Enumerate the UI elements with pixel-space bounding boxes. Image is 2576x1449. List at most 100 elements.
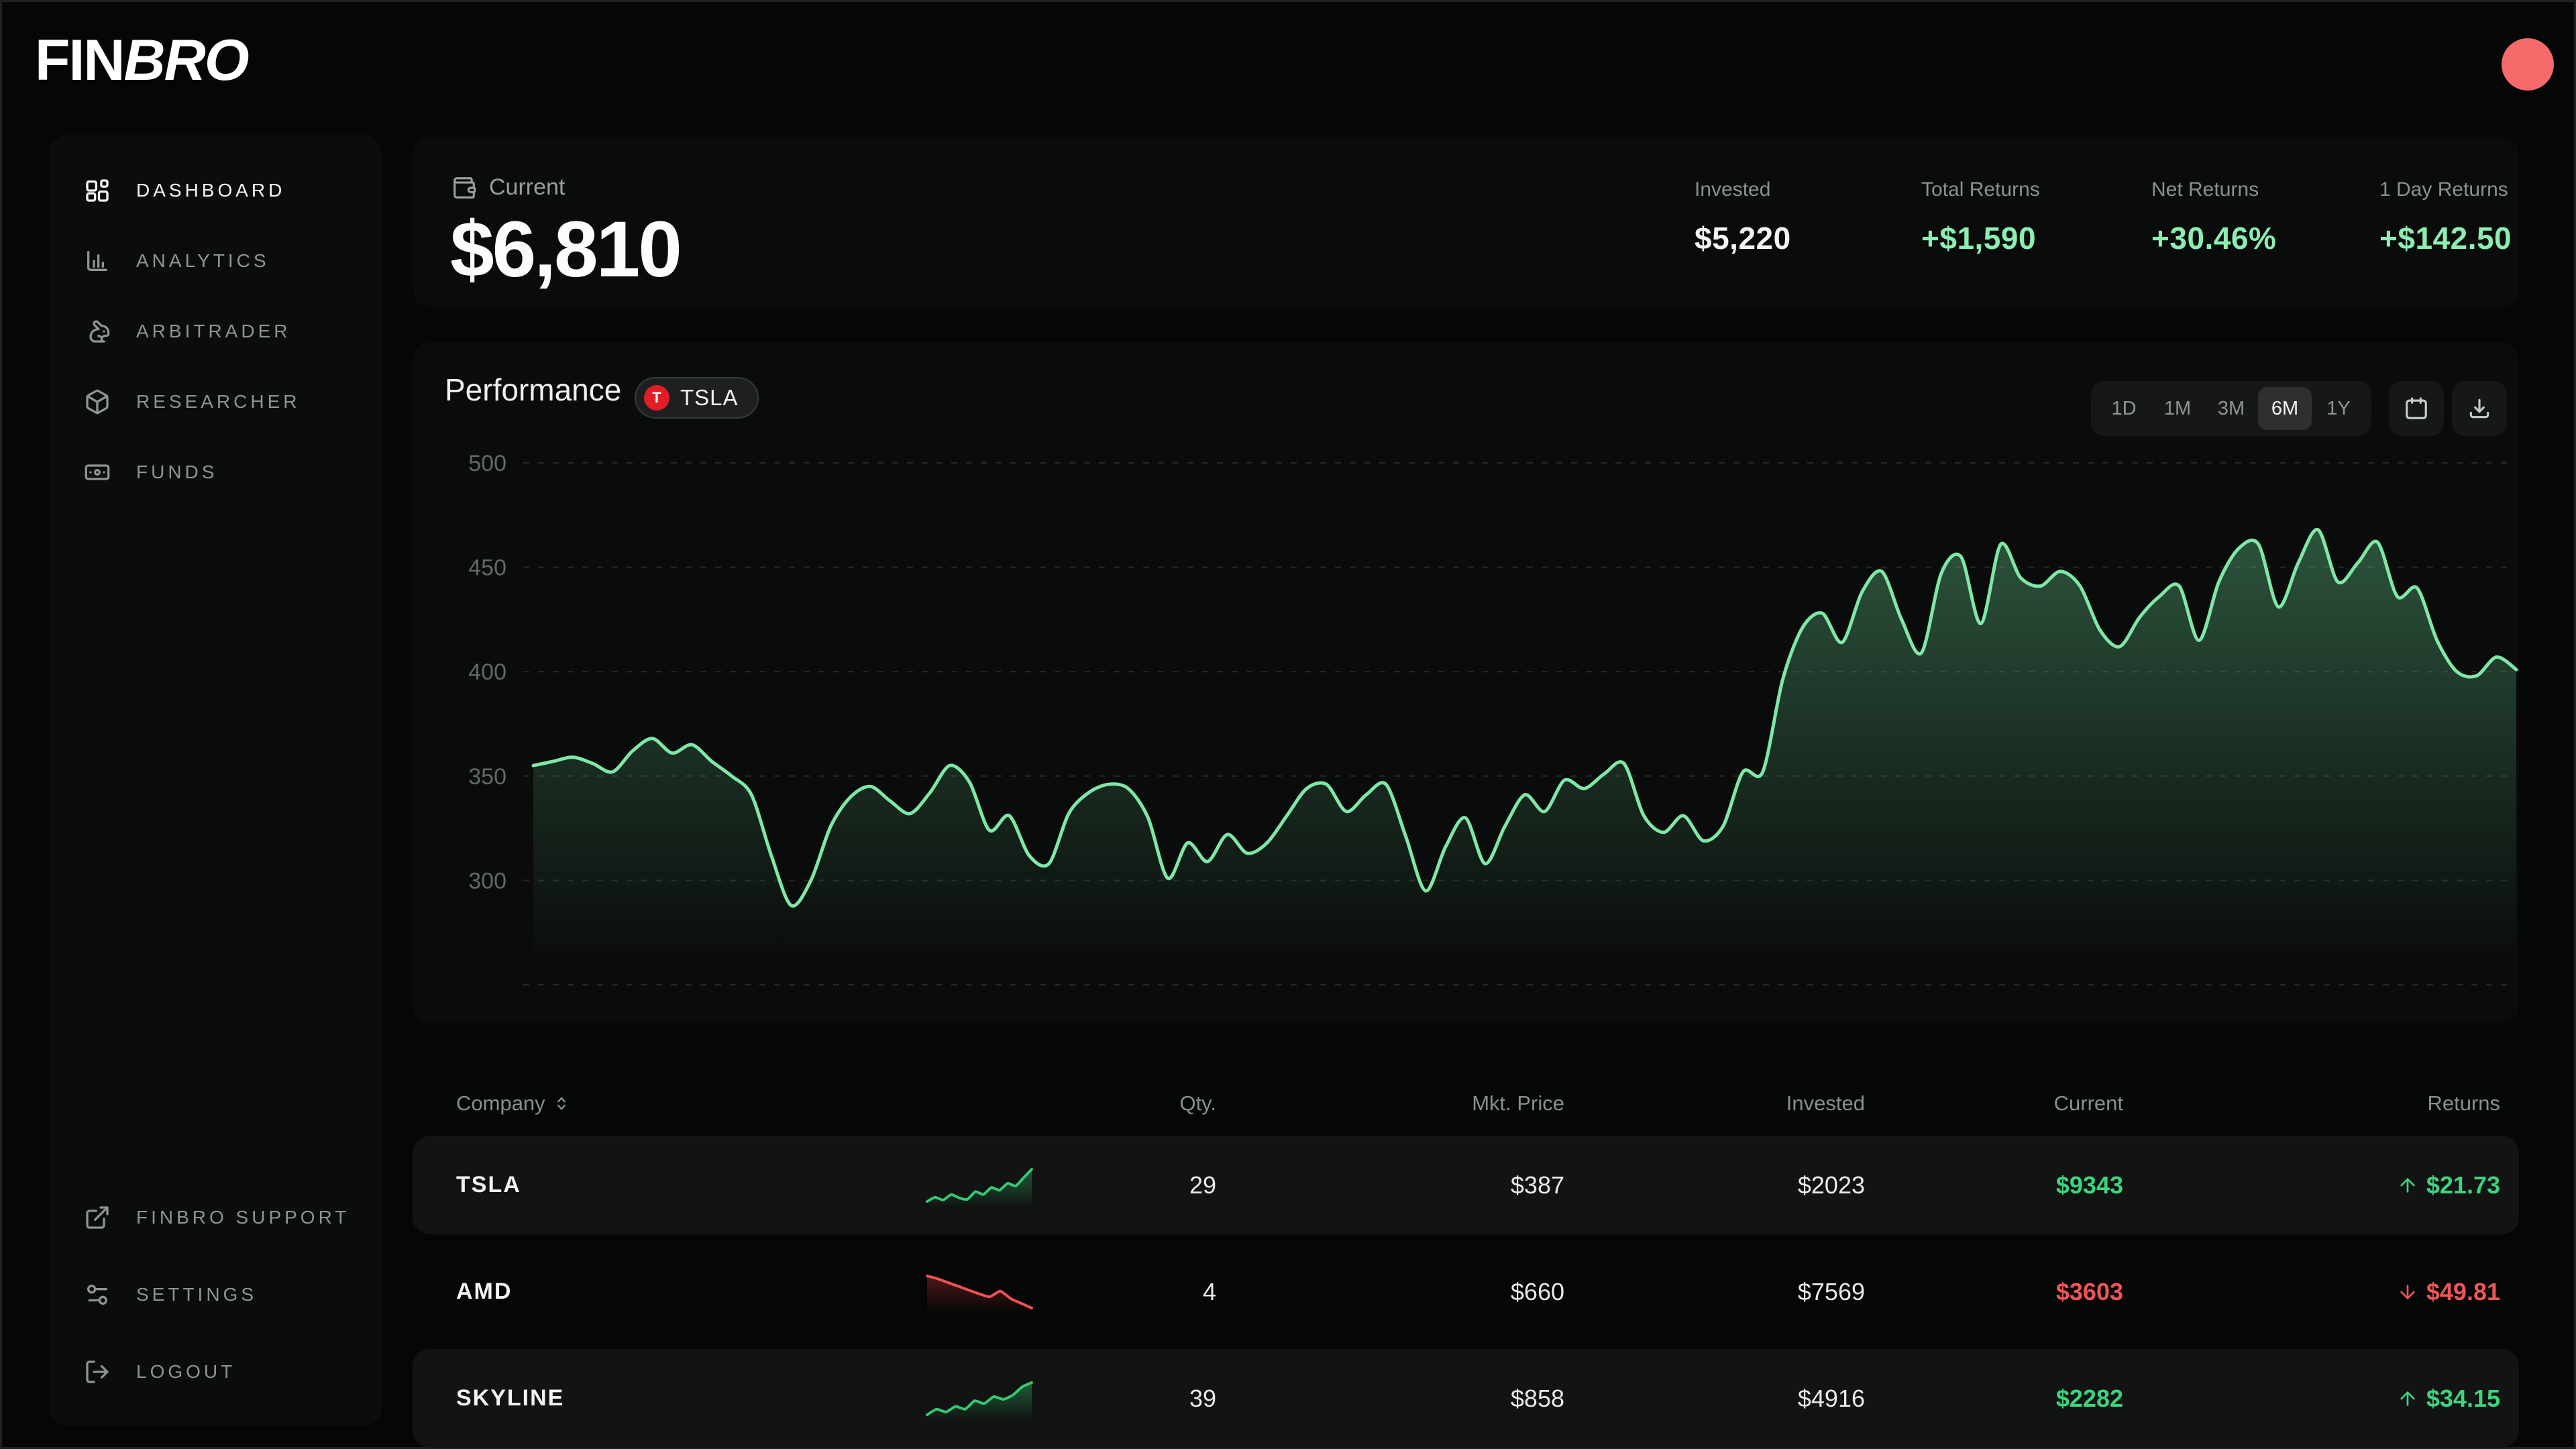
sort-icon [557,1097,566,1110]
stat-label: Invested [1695,178,1771,201]
stat-label: 1 Day Returns [2379,178,2508,201]
stat-net-returns: Net Returns +30.46% [2151,178,2276,256]
returns-value: $49.81 [2426,1277,2500,1305]
current-label: Current [489,174,566,200]
download-icon [2469,398,2489,419]
invested-cell: $7569 [1797,1277,1865,1305]
current-balance-value: $6,810 [450,205,682,294]
performance-title: Performance [445,372,622,407]
sidebar-item-label: DASHBOARD [136,179,286,201]
sidebar-item-label: RESEARCHER [136,390,301,412]
wallet-icon [453,176,476,199]
svg-text:300: 300 [468,868,506,894]
time-range-selector: 1D 1M 3M 6M 1Y [2091,381,2371,436]
logout-icon [86,1360,109,1383]
arrow-up-icon [2400,1391,2415,1406]
sidebar-item-arbitrader[interactable]: ARBITRADER [49,296,382,366]
performance-area-chart: 500 450 400 350 300 [468,451,2518,1021]
stat-value: $5,220 [1695,221,1791,256]
performance-card: Performance T TSLA 1D 1M 3M 6M 1Y 500 450… [413,342,2519,1023]
column-header-returns: Returns [2427,1091,2500,1115]
company-header-label: Company [456,1091,545,1115]
sidebar-item-label: FINBRO SUPPORT [136,1206,350,1228]
company-name: SKYLINE [456,1385,565,1411]
sparkline-tsla [922,1164,1037,1207]
banknote-icon [85,464,110,480]
current-cell: $3603 [2055,1277,2123,1305]
column-header-mkt-price: Mkt. Price [1472,1091,1564,1115]
external-link-icon [86,1205,109,1229]
sidebar-item-funds[interactable]: FUNDS [49,437,382,507]
current-cell: $9343 [2055,1171,2123,1199]
sidebar-item-label: SETTINGS [136,1283,258,1305]
qty-cell: 29 [1189,1171,1216,1199]
sidebar-item-label: ARBITRADER [136,320,291,341]
range-1y[interactable]: 1Y [2326,397,2351,419]
download-button[interactable] [2452,381,2507,436]
ticker-badge-tsla[interactable]: T TSLA [635,377,759,419]
sparkline-skyline [922,1377,1037,1420]
sidebar: DASHBOARD ANALYTICS ARBITRADER RESEARCHE… [49,135,382,1426]
range-1m[interactable]: 1M [2163,397,2192,419]
arrow-down-icon [2400,1284,2415,1299]
range-1d[interactable]: 1D [2111,397,2137,419]
rabbit-icon [89,319,110,343]
stat-value: +$1,590 [1921,221,2037,256]
calendar-icon [2406,397,2427,419]
sliders-icon [87,1284,107,1305]
finbro-logo: FINBRO [35,28,250,94]
mkt-price-cell: $660 [1510,1277,1564,1305]
table-row-tsla[interactable]: TSLA 29 $387 $2023 $9343 $21.73 [413,1136,2519,1234]
company-name: AMD [456,1279,513,1304]
sidebar-item-label: ANALYTICS [136,250,270,271]
column-header-qty: Qty. [1179,1091,1216,1115]
sidebar-item-finbro-support[interactable]: FINBRO SUPPORT [49,1179,382,1256]
svg-text:450: 450 [468,555,506,581]
invested-cell: $2023 [1797,1171,1865,1199]
sidebar-item-settings[interactable]: SETTINGS [49,1256,382,1333]
calendar-button[interactable] [2389,381,2444,436]
table-row-skyline[interactable]: SKYLINE 39 $858 $4916 $2282 $34.15 [413,1349,2519,1448]
qty-cell: 4 [1202,1277,1216,1305]
sidebar-item-label: FUNDS [136,461,218,482]
stat-label: Total Returns [1921,178,2040,201]
stat-1-day-returns: 1 Day Returns +$142.50 [2379,178,2512,256]
summary-card: Current $6,810 Invested $5,220 Total Ret… [413,137,2519,307]
stat-value: +30.46% [2151,221,2277,256]
column-header-company[interactable]: Company [456,1091,922,1116]
sidebar-item-analytics[interactable]: ANALYTICS [49,225,382,296]
svg-text:350: 350 [468,764,506,790]
column-header-current: Current [2053,1091,2123,1115]
arrow-up-icon [2400,1177,2415,1193]
sidebar-item-dashboard[interactable]: DASHBOARD [49,155,382,225]
returns-cell: $21.73 [2123,1171,2500,1199]
ticker-symbol: TSLA [680,385,739,410]
table-header: Company Qty. Mkt. Price Invested Current… [413,1074,2519,1133]
returns-cell: $34.15 [2123,1385,2500,1413]
avatar[interactable] [2502,38,2554,91]
table-row-amd[interactable]: AMD 4 $660 $7569 $3603 $49.81 [413,1242,2519,1341]
range-6m[interactable]: 6M [2258,387,2312,430]
tsla-logo-icon: T [644,385,669,411]
sidebar-item-label: LOGOUT [136,1360,236,1382]
range-3m[interactable]: 3M [2217,397,2245,419]
sidebar-nav: DASHBOARD ANALYTICS ARBITRADER RESEARCHE… [49,155,382,507]
bar-chart-icon [87,250,107,271]
current-cell: $2282 [2055,1384,2123,1412]
column-header-invested: Invested [1786,1091,1865,1115]
stat-value: +$142.50 [2379,221,2512,256]
mkt-price-cell: $387 [1510,1171,1564,1199]
returns-cell: $49.81 [2123,1278,2500,1306]
company-name: TSLA [456,1172,521,1197]
qty-cell: 39 [1189,1384,1216,1412]
stat-label: Net Returns [2151,178,2259,201]
sidebar-item-logout[interactable]: LOGOUT [49,1333,382,1410]
returns-value: $34.15 [2426,1384,2500,1412]
svg-text:400: 400 [468,659,506,685]
returns-value: $21.73 [2426,1171,2500,1199]
current-balance-header: Current [451,174,565,201]
dashboard-grid-icon [86,178,109,202]
svg-text:500: 500 [468,451,506,476]
sidebar-item-researcher[interactable]: RESEARCHER [49,366,382,437]
